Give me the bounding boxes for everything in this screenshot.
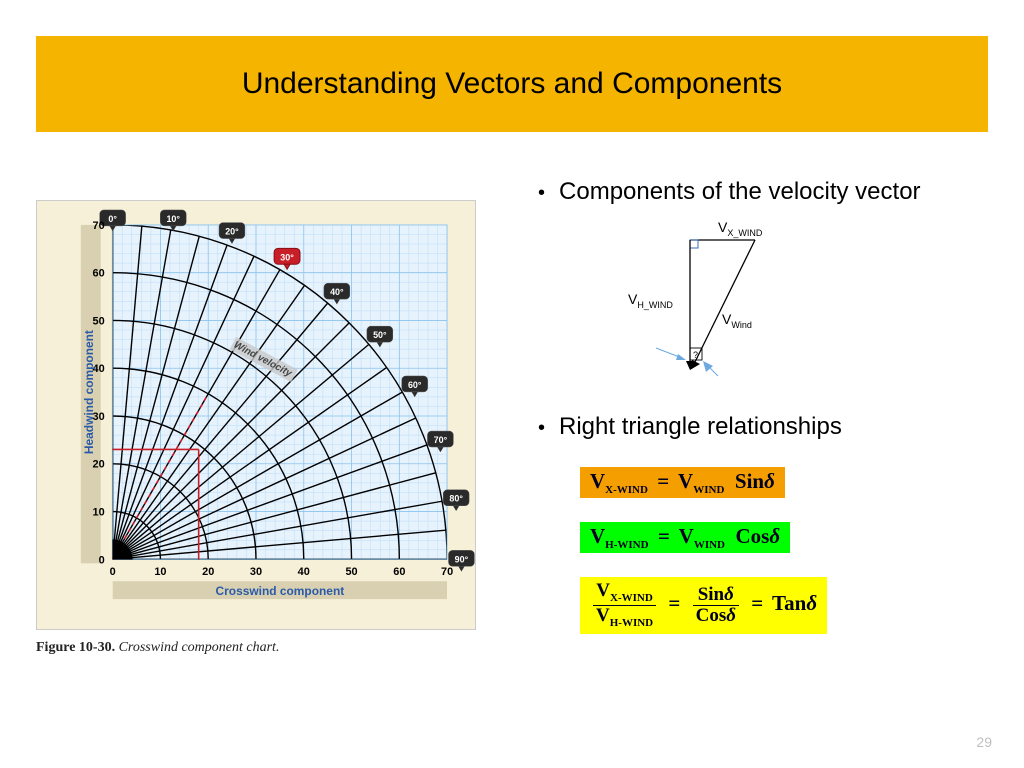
svg-text:90°: 90° [455,554,469,564]
figure-number: Figure 10-30. [36,640,115,655]
page-number: 29 [976,734,992,750]
right-column: • Components of the velocity vector ? [520,178,984,646]
svg-text:Crosswind component: Crosswind component [216,584,345,598]
svg-text:0°: 0° [108,214,117,224]
svg-text:70: 70 [93,220,105,232]
bullet-1-text: Components of the velocity vector [559,178,921,206]
svg-text:?: ? [693,350,698,360]
title-bar: Understanding Vectors and Components [36,36,988,132]
svg-text:60°: 60° [408,380,422,390]
bullet-2: • Right triangle relationships [520,413,984,441]
svg-text:70: 70 [441,566,453,578]
svg-text:20: 20 [93,459,105,471]
chart-svg: 0° 10° 20° 30° 40° 50° 60° 70° 80° 90° 00 10 10 20 20 3… [37,201,475,629]
svg-text:40: 40 [298,566,310,578]
chart-caption: Figure 10-30. Crosswind component chart. [36,640,279,656]
vector-triangle-diagram: ? VX_WIND VH_WIND VWind [610,220,984,395]
svg-text:10: 10 [93,507,105,519]
formula-tan: VX-WIND VH-WIND = Sinδ Cosδ = Tanδ [580,577,827,633]
svg-text:60: 60 [393,566,405,578]
crosswind-chart: 0° 10° 20° 30° 40° 50° 60° 70° 80° 90° 00 10 10 20 20 3… [36,200,476,630]
vx-label: VX_WIND [718,220,763,238]
svg-text:10: 10 [154,566,166,578]
bullet-2-text: Right triangle relationships [559,413,842,441]
slide-title: Understanding Vectors and Components [242,67,782,101]
bullet-1: • Components of the velocity vector [520,178,984,206]
svg-text:60: 60 [93,268,105,280]
svg-text:50°: 50° [373,330,387,340]
figure-title: Crosswind component chart. [115,640,279,655]
bullet-dot-icon: • [538,417,545,440]
svg-text:20: 20 [202,566,214,578]
svg-text:40°: 40° [330,287,344,297]
formula-sin: VX-WIND = VWIND Sinδ [580,467,785,498]
svg-text:10°: 10° [166,214,180,224]
svg-text:50: 50 [93,315,105,327]
svg-text:30: 30 [250,566,262,578]
svg-text:80°: 80° [449,494,463,504]
svg-text:0: 0 [99,554,105,566]
bullet-dot-icon: • [538,182,545,205]
svg-text:30°: 30° [280,252,294,262]
svg-text:70°: 70° [434,435,448,445]
formula-cos: VH-WIND = VWIND Cosδ [580,522,790,553]
svg-text:Headwind component: Headwind component [82,330,96,454]
vwind-label: VWind [722,311,752,330]
svg-text:50: 50 [345,566,357,578]
svg-text:20°: 20° [225,227,239,237]
svg-text:0: 0 [110,566,116,578]
vh-label: VH_WIND [628,291,673,310]
